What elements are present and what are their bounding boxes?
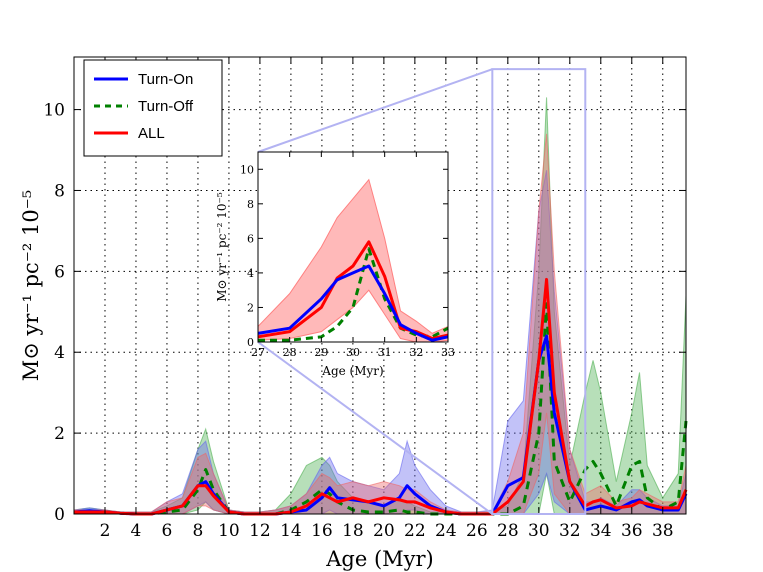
y-tick-label: 0 — [54, 505, 65, 525]
x-tick-label: 24 — [435, 521, 457, 541]
x-tick-label: 26 — [466, 521, 488, 541]
inset-x-axis-label: Age (Myr) — [321, 364, 383, 378]
y-tick-label: 2 — [54, 424, 65, 444]
inset-y-axis-label: M⊙ yr⁻¹ pc⁻² 10⁻⁵ — [215, 192, 229, 302]
inset-x-tick-label: 33 — [441, 346, 455, 359]
inset-x-tick-label: 30 — [346, 346, 360, 359]
legend: Turn-On Turn-Off ALL — [83, 59, 223, 157]
series-line-turn-off — [74, 302, 688, 516]
inset-x-tick-label: 28 — [283, 346, 297, 359]
x-tick-label: 16 — [311, 521, 333, 541]
legend-box — [83, 59, 223, 157]
x-tick-label: 8 — [193, 521, 204, 541]
legend-label-turn-on: Turn-On — [138, 71, 193, 88]
x-tick-label: 6 — [162, 521, 173, 541]
y-axis-label: M⊙ yr⁻¹ pc⁻² 10⁻⁵ — [19, 190, 43, 381]
inset-plot: 27 28 29 30 31 32 33 0 2 4 6 8 10 Age (Myr) M⊙ yr⁻¹ pc… — [215, 151, 455, 378]
inset-series-line-all — [257, 240, 449, 341]
y-tick-label: 4 — [54, 343, 65, 363]
inset-y-tick-label: 4 — [247, 267, 254, 280]
x-tick-label: 18 — [342, 521, 364, 541]
x-tick-label: 36 — [621, 521, 643, 541]
x-tick-label: 34 — [590, 521, 612, 541]
x-tick-label: 10 — [218, 521, 240, 541]
y-tick-label: 8 — [54, 181, 65, 201]
inset-y-tick-label: 0 — [247, 336, 254, 349]
x-tick-label: 20 — [373, 521, 395, 541]
inset-y-tick-label: 2 — [247, 301, 254, 314]
inset-series-line-turn-on — [257, 264, 449, 342]
x-tick-label: 32 — [559, 521, 581, 541]
y-tick-label: 6 — [54, 262, 65, 282]
zoom-connector — [257, 341, 493, 515]
x-tick-label: 2 — [100, 521, 111, 541]
inset-y-tick-label: 8 — [247, 198, 254, 211]
inset-y-tick-label: 10 — [240, 163, 254, 176]
inset-x-tick-label: 27 — [251, 346, 265, 359]
inset-x-tick-label: 29 — [314, 346, 328, 359]
x-tick-label: 4 — [131, 521, 142, 541]
zoom-indicator — [257, 68, 587, 515]
x-tick-label: 38 — [652, 521, 674, 541]
inset-y-tick-label: 6 — [247, 232, 254, 245]
legend-label-all: ALL — [138, 125, 165, 142]
x-tick-label: 22 — [404, 521, 426, 541]
zoom-connector — [257, 68, 493, 153]
zoom-box — [491, 68, 587, 515]
x-tick-label: 28 — [497, 521, 519, 541]
x-tick-label: 12 — [249, 521, 271, 541]
plot-frame — [73, 56, 687, 515]
x-tick-label: 14 — [280, 521, 302, 541]
x-axis-label: Age (Myr) — [325, 547, 434, 571]
inset-x-tick-label: 32 — [409, 346, 423, 359]
series-line-all — [74, 277, 688, 516]
x-tick-label: 30 — [528, 521, 550, 541]
y-tick-label: 10 — [43, 101, 65, 121]
main-plot: 2 4 6 8 10 12 14 16 18 20 22 24 26 28 30 32 34 36 38024681… — [19, 56, 688, 571]
inset-x-tick-label: 31 — [378, 346, 392, 359]
legend-label-turn-off: Turn-Off — [138, 98, 194, 115]
